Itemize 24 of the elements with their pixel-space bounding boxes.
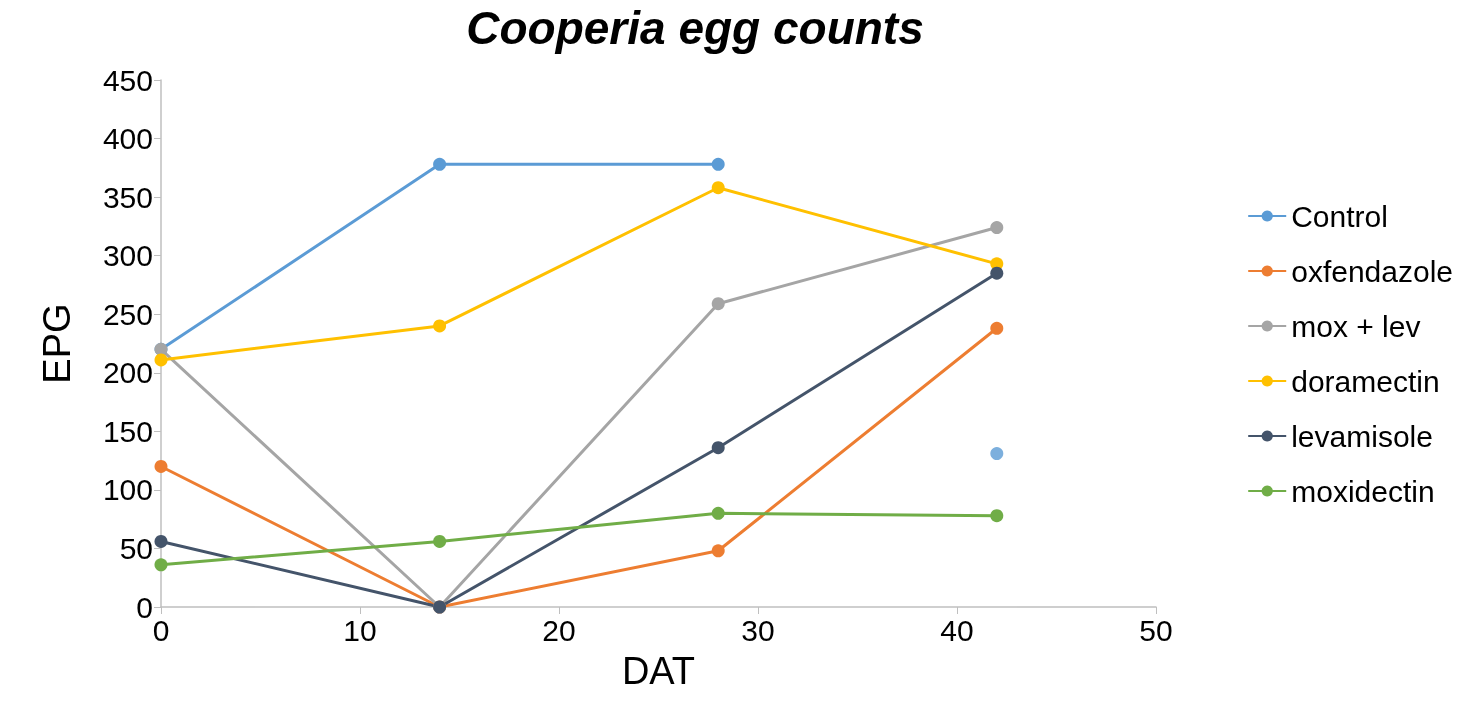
legend-label: levamisole xyxy=(1291,419,1433,453)
x-tick-label: 10 xyxy=(343,613,377,647)
x-axis-title: DAT xyxy=(621,650,696,692)
y-tick-label: 450 xyxy=(102,63,153,97)
y-tick-label: 200 xyxy=(102,356,153,390)
x-tick-label: 50 xyxy=(1139,613,1173,647)
legend-label: doramectin xyxy=(1291,364,1440,398)
legend-label: moxidectin xyxy=(1291,474,1435,508)
legend-label: oxfendazole xyxy=(1291,254,1453,288)
y-tick-label: 350 xyxy=(102,180,153,214)
y-tick-label: 50 xyxy=(119,531,153,565)
y-tick-label: 150 xyxy=(102,414,153,448)
y-tick-label: 400 xyxy=(102,122,153,156)
x-tick-label: 40 xyxy=(940,613,974,647)
y-tick-label: 100 xyxy=(102,473,153,507)
y-axis-title: EPG xyxy=(36,303,78,384)
y-tick-label: 0 xyxy=(136,590,153,624)
legend-label: mox + lev xyxy=(1291,309,1421,343)
x-tick-label: 30 xyxy=(741,613,775,647)
y-tick-label: 300 xyxy=(102,239,153,273)
x-tick-label: 20 xyxy=(542,613,576,647)
chart-title: Cooperia egg counts xyxy=(466,2,924,54)
y-tick-label: 250 xyxy=(102,297,153,331)
legend-label: Control xyxy=(1291,199,1388,233)
